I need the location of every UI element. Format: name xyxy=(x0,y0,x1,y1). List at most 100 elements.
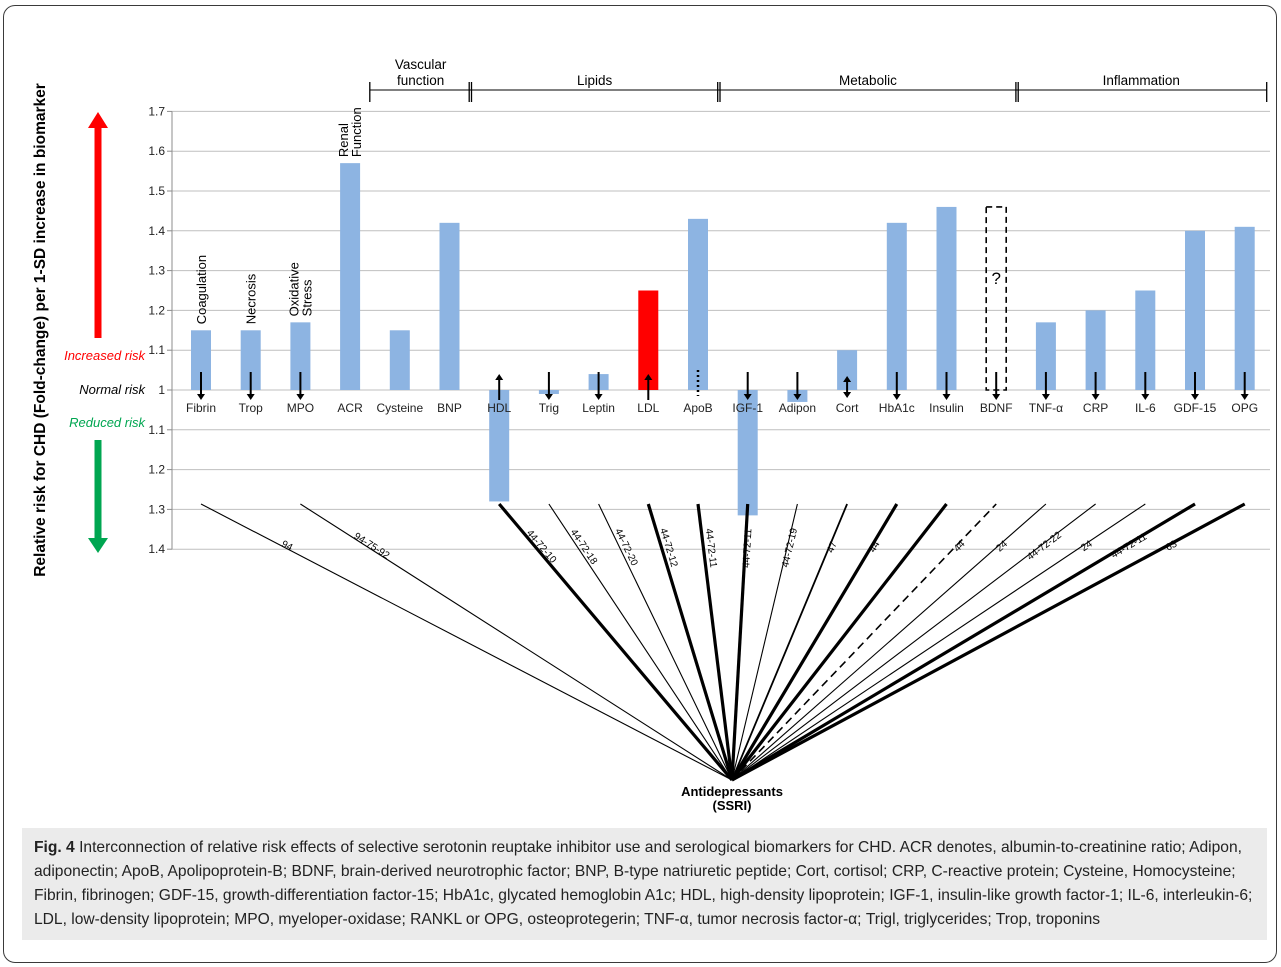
effect-arrow-head xyxy=(942,394,951,400)
x-category-label: MPO xyxy=(287,401,314,415)
y-tick-label: 1.1 xyxy=(148,423,165,437)
link-line xyxy=(548,503,733,781)
category-group-label: Coagulation xyxy=(194,255,209,324)
caption-text: Interconnection of relative risk effects… xyxy=(34,839,1253,928)
figure-label: Fig. 4 xyxy=(34,839,75,856)
link-reference-label: 44-72-11 xyxy=(741,528,754,568)
x-category-label: Fibrin xyxy=(186,401,216,415)
bar-cysteine xyxy=(389,330,410,390)
y-tick-label: 1.6 xyxy=(148,144,165,158)
bar-insulin xyxy=(936,206,957,390)
x-category-label: Trop xyxy=(239,401,264,415)
effect-arrow-head xyxy=(544,394,553,400)
link-line xyxy=(598,503,733,781)
effect-arrow-head xyxy=(1240,394,1249,400)
y-tick-label: 1.3 xyxy=(148,264,165,278)
effect-arrow-head xyxy=(843,376,852,382)
link-line xyxy=(731,503,848,781)
x-category-label: LDL xyxy=(637,401,659,415)
bar-gdf-15 xyxy=(1185,230,1205,390)
effect-arrow-head xyxy=(1191,394,1199,400)
effect-arrow-head xyxy=(1141,394,1150,400)
x-category-label: HbA1c xyxy=(879,401,915,415)
effect-arrow-head xyxy=(296,394,305,400)
category-group-label: RenalFunction xyxy=(336,107,364,157)
x-category-label: TNF-α xyxy=(1029,401,1063,415)
link-reference-label: 47 xyxy=(825,540,840,555)
bar-hdl xyxy=(489,390,510,502)
effect-arrow-head xyxy=(495,374,504,380)
bar-bdnf-unknown xyxy=(985,206,1008,391)
increased-risk-label: Increased risk xyxy=(64,348,146,363)
reduced-risk-label: Reduced risk xyxy=(69,415,146,430)
link-reference-label: 94 xyxy=(279,539,294,554)
link-reference-label: 44-72-11 xyxy=(703,528,719,569)
x-category-label: Adipon xyxy=(779,401,816,415)
link-line xyxy=(646,503,734,781)
link-reference-label: 44-72-20 xyxy=(612,527,640,568)
bar-ldl xyxy=(638,290,659,390)
effect-arrow-head xyxy=(992,394,1001,400)
bar-apob xyxy=(688,218,708,390)
link-reference-label: 44-72-18 xyxy=(568,527,600,567)
bar-acr xyxy=(340,163,361,390)
link-line xyxy=(731,503,1047,781)
y-tick-label: 1.4 xyxy=(148,224,165,238)
link-reference-label: 44-72-19 xyxy=(780,527,800,569)
effect-arrow-head xyxy=(843,392,852,398)
y-tick-label: 1.4 xyxy=(148,542,165,556)
link-reference-label: 94-75-92 xyxy=(352,531,392,562)
effect-arrow-head xyxy=(892,394,901,400)
effect-arrow-head xyxy=(743,394,752,400)
link-line xyxy=(696,503,734,781)
x-category-label: BDNF xyxy=(980,401,1013,415)
y-tick-label: 1.7 xyxy=(148,104,165,118)
effect-arrow-head xyxy=(644,374,653,380)
biomarker-risk-chart: 1.7 1.6 1.5 1.4 1.3 1.2 1.1 1 1.1 1.2 1.3 1.4 Relati… xyxy=(32,57,1270,813)
hub-label-antidepressants: Antidepressants (SSRI) xyxy=(681,784,783,813)
bar-tnf- xyxy=(1035,322,1056,390)
normal-risk-label: Normal risk xyxy=(79,382,146,397)
y-tick-label: 1 xyxy=(158,383,165,397)
link-line xyxy=(300,503,733,781)
effect-arrow-head xyxy=(246,394,255,400)
link-reference-label: 44-72-10 xyxy=(524,528,558,566)
effect-arrow-head xyxy=(1041,394,1050,400)
link-line xyxy=(730,503,899,781)
x-category-label: Leptin xyxy=(582,401,615,415)
bar-trop xyxy=(240,330,261,390)
x-category-label: Insulin xyxy=(929,401,964,415)
link-line xyxy=(731,503,997,781)
bar-bnp xyxy=(439,222,460,390)
bar-hba1c xyxy=(886,222,907,390)
link-reference-label: 24 xyxy=(994,538,1010,554)
category-group-label: Necrosis xyxy=(244,273,259,324)
y-axis-title: Relative risk for CHD (Fold-change) per … xyxy=(32,83,49,577)
link-line xyxy=(497,502,734,782)
link-reference-label: 63 xyxy=(1164,539,1179,554)
link-line xyxy=(200,503,733,781)
bar-il-6 xyxy=(1135,290,1156,390)
x-category-label: Cort xyxy=(836,401,859,415)
x-category-label: GDF-15 xyxy=(1174,401,1217,415)
bar-fibrin xyxy=(191,330,211,390)
figure-frame xyxy=(3,5,1277,963)
link-reference-label: 44-72-22 xyxy=(1025,530,1064,563)
link-line xyxy=(731,502,1246,782)
bar-igf-1 xyxy=(737,390,758,516)
x-category-label: ApoB xyxy=(683,401,712,415)
bar-mpo xyxy=(290,322,311,390)
y-tick-label: 1.1 xyxy=(148,343,165,357)
y-tick-label: 1.5 xyxy=(148,184,165,198)
x-category-label: Cysteine xyxy=(376,401,423,415)
bdnf-question-mark: ? xyxy=(991,269,1000,288)
group-label: Metabolic xyxy=(839,73,897,88)
link-line xyxy=(731,503,798,781)
x-category-label: OPG xyxy=(1231,401,1258,415)
x-category-label: Trig xyxy=(539,401,559,415)
link-reference-label: 44 xyxy=(952,539,968,555)
link-line xyxy=(731,503,1096,781)
x-category-label: IGF-1 xyxy=(732,401,763,415)
figure-caption: Fig. 4 Interconnection of relative risk … xyxy=(22,828,1267,940)
x-category-label: BNP xyxy=(437,401,462,415)
